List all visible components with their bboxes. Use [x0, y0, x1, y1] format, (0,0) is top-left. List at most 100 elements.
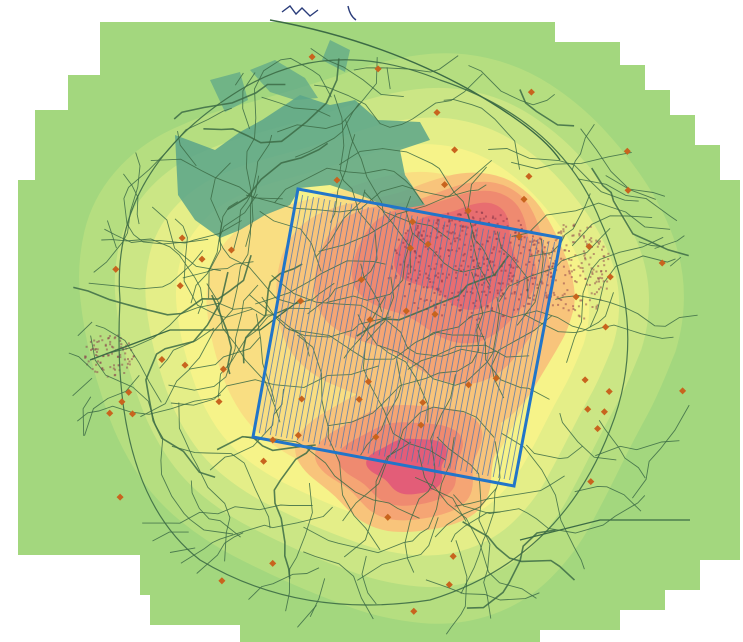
- urban-block: [478, 262, 481, 265]
- urban-block: [455, 271, 458, 274]
- urban-block: [397, 284, 400, 287]
- urban-block: [573, 241, 576, 244]
- urban-block: [95, 354, 98, 356]
- urban-block: [486, 306, 489, 309]
- sample-point: [297, 297, 305, 305]
- urban-block: [594, 282, 597, 285]
- urban-block: [475, 210, 478, 213]
- road: [209, 388, 284, 471]
- urban-block: [595, 239, 598, 242]
- urban-block: [514, 231, 517, 234]
- urban-block: [538, 237, 541, 240]
- transect-line: [275, 197, 320, 437]
- transect-line: [318, 206, 364, 445]
- road: [152, 531, 189, 542]
- transect-line: [356, 213, 402, 452]
- urban-block: [522, 305, 525, 308]
- urban-block: [492, 215, 495, 218]
- urban-block: [520, 293, 523, 296]
- urban-block: [490, 252, 493, 254]
- urban-block: [132, 355, 135, 357]
- urban-block: [465, 233, 468, 236]
- road: [72, 377, 93, 397]
- urban-block: [416, 234, 419, 237]
- urban-block: [548, 266, 551, 269]
- road: [297, 334, 381, 551]
- road: [356, 255, 510, 337]
- urban-block: [485, 215, 487, 218]
- urban-block: [127, 358, 129, 361]
- urban-block: [516, 279, 519, 282]
- sample-point: [585, 242, 593, 251]
- study-area-polygon[interactable]: [251, 187, 563, 488]
- urban-block: [528, 302, 531, 305]
- urban-block: [429, 235, 432, 238]
- urban-block: [497, 282, 500, 285]
- urban-block: [601, 277, 604, 280]
- transect-line: [335, 209, 380, 448]
- road: [88, 250, 204, 290]
- urban-block: [458, 238, 461, 241]
- sample-point: [441, 181, 449, 189]
- urban-block: [422, 238, 425, 241]
- urban-block: [568, 250, 570, 252]
- transect-line: [296, 202, 342, 441]
- urban-block: [102, 368, 105, 371]
- urban-block: [474, 274, 477, 277]
- sample-point: [424, 240, 432, 248]
- road: [145, 271, 229, 478]
- urban-block: [97, 340, 100, 343]
- urban-block: [584, 240, 587, 243]
- urban-block: [542, 251, 545, 254]
- urban-block: [573, 224, 576, 227]
- road: [104, 220, 242, 244]
- urban-block: [91, 368, 94, 371]
- urban-block: [502, 293, 505, 296]
- urban-block: [531, 240, 534, 243]
- transect-line: [258, 194, 304, 434]
- road: [329, 134, 356, 223]
- urban-block: [420, 235, 423, 238]
- urban-block: [509, 241, 512, 244]
- road: [274, 167, 424, 205]
- sample-point: [520, 195, 528, 203]
- transect-line: [422, 225, 468, 464]
- urban-block: [504, 269, 507, 272]
- road: [190, 480, 241, 538]
- road: [177, 131, 197, 167]
- road: [362, 276, 446, 461]
- urban-block: [119, 353, 122, 356]
- transect-line: [509, 241, 556, 481]
- road: [245, 184, 487, 213]
- urban-block: [599, 286, 602, 289]
- urban-block: [532, 243, 535, 246]
- transect-line: [411, 223, 457, 462]
- urban-block: [488, 236, 491, 239]
- urban-block: [589, 256, 592, 259]
- urban-block: [450, 249, 453, 251]
- urban-block: [418, 270, 421, 272]
- urban-block: [101, 367, 104, 369]
- urban-block: [551, 304, 554, 307]
- urban-block: [447, 212, 450, 215]
- urban-block: [552, 262, 555, 265]
- urban-block: [462, 268, 465, 271]
- transect-line: [307, 204, 353, 443]
- urban-block: [490, 308, 493, 311]
- urban-block: [440, 234, 442, 237]
- urban-block: [459, 213, 462, 216]
- transect-line: [373, 216, 419, 455]
- urban-block: [426, 276, 429, 279]
- road: [559, 412, 617, 461]
- transect-line: [460, 232, 506, 471]
- urban-block: [109, 340, 112, 343]
- urban-block: [491, 306, 493, 309]
- urban-block: [541, 282, 544, 285]
- urban-block: [595, 270, 598, 273]
- urban-block: [128, 363, 131, 366]
- urban-block: [475, 318, 478, 321]
- urban-block: [486, 268, 489, 271]
- urban-block: [471, 216, 474, 219]
